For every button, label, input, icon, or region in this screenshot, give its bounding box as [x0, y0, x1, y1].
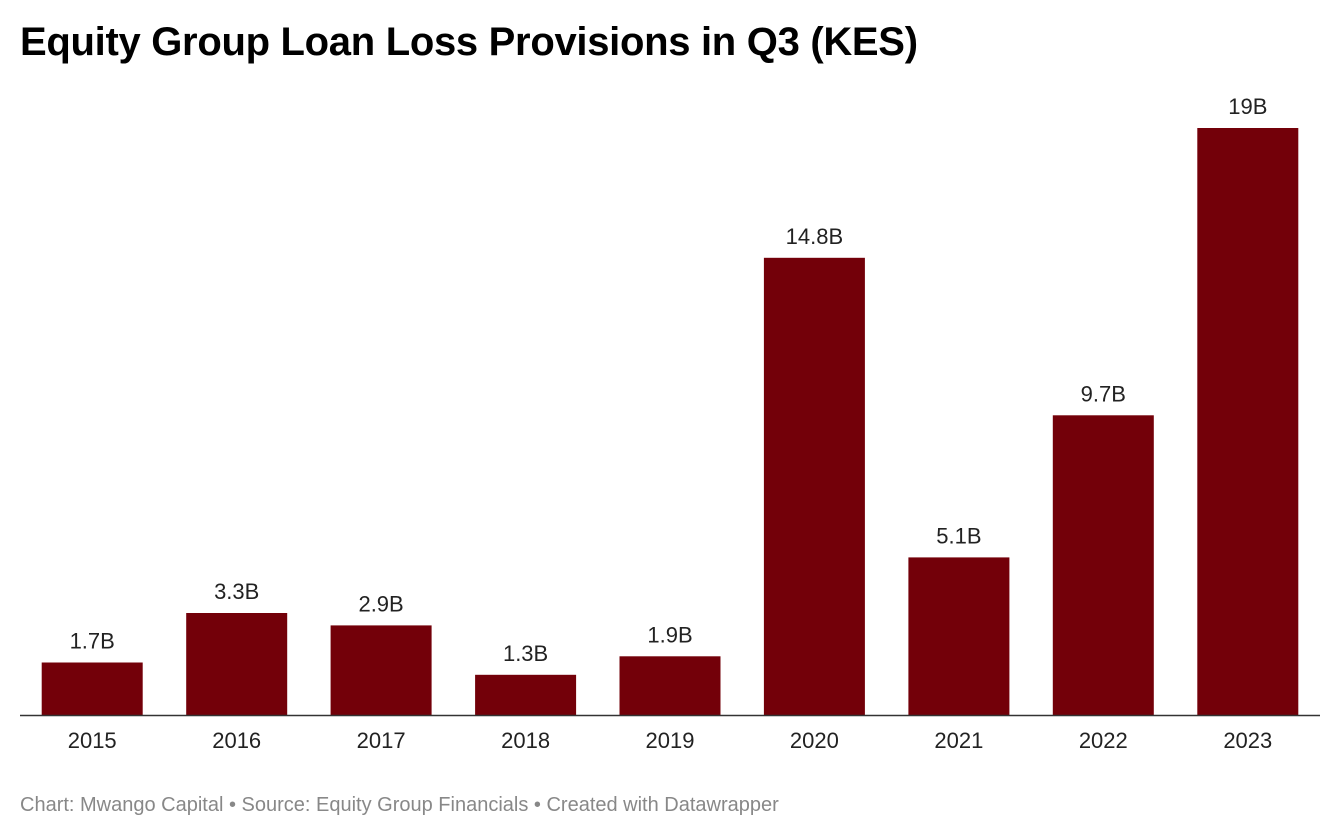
bar-2016 [186, 613, 288, 715]
bar-chart: 1.7B 3.3B 2.9B 1.3B 1.9B 14.8B 5.1B 9.7B 19B 201… [20, 94, 1320, 753]
x-tick-label-2020: 2020 [790, 728, 839, 753]
data-label-2021: 5.1B [936, 523, 981, 548]
x-tick-label-2021: 2021 [934, 728, 983, 753]
bar-2021 [908, 557, 1010, 715]
data-label-2023: 19B [1228, 94, 1267, 119]
chart-footer-credit: Chart: Mwango Capital • Source: Equity G… [20, 794, 779, 816]
x-tick-label-2015: 2015 [68, 728, 117, 753]
bar-2019 [619, 656, 721, 715]
x-tick-label-2016: 2016 [212, 728, 261, 753]
data-label-2018: 1.3B [503, 641, 548, 666]
bars-group [41, 128, 1299, 715]
x-tick-label-2019: 2019 [646, 728, 695, 753]
bar-2017 [330, 625, 432, 715]
bar-2020 [763, 257, 865, 715]
data-labels-group: 1.7B 3.3B 2.9B 1.3B 1.9B 14.8B 5.1B 9.7B 19B [70, 94, 1268, 666]
data-label-2017: 2.9B [358, 591, 403, 616]
x-tick-label-2023: 2023 [1223, 728, 1272, 753]
bar-2022 [1052, 415, 1154, 715]
bar-2018 [475, 674, 577, 715]
data-label-2019: 1.9B [647, 622, 692, 647]
x-tick-label-2018: 2018 [501, 728, 550, 753]
x-axis-ticks: 2015 2016 2017 2018 2019 2020 2021 2022 2023 [68, 728, 1273, 753]
bar-2023 [1197, 128, 1299, 715]
data-label-2022: 9.7B [1081, 381, 1126, 406]
chart-title: Equity Group Loan Loss Provisions in Q3 … [20, 20, 918, 64]
x-tick-label-2022: 2022 [1079, 728, 1128, 753]
data-label-2020: 14.8B [786, 224, 844, 249]
data-label-2016: 3.3B [214, 579, 259, 604]
x-tick-label-2017: 2017 [357, 728, 406, 753]
bar-2015 [41, 662, 143, 715]
data-label-2015: 1.7B [70, 629, 115, 654]
